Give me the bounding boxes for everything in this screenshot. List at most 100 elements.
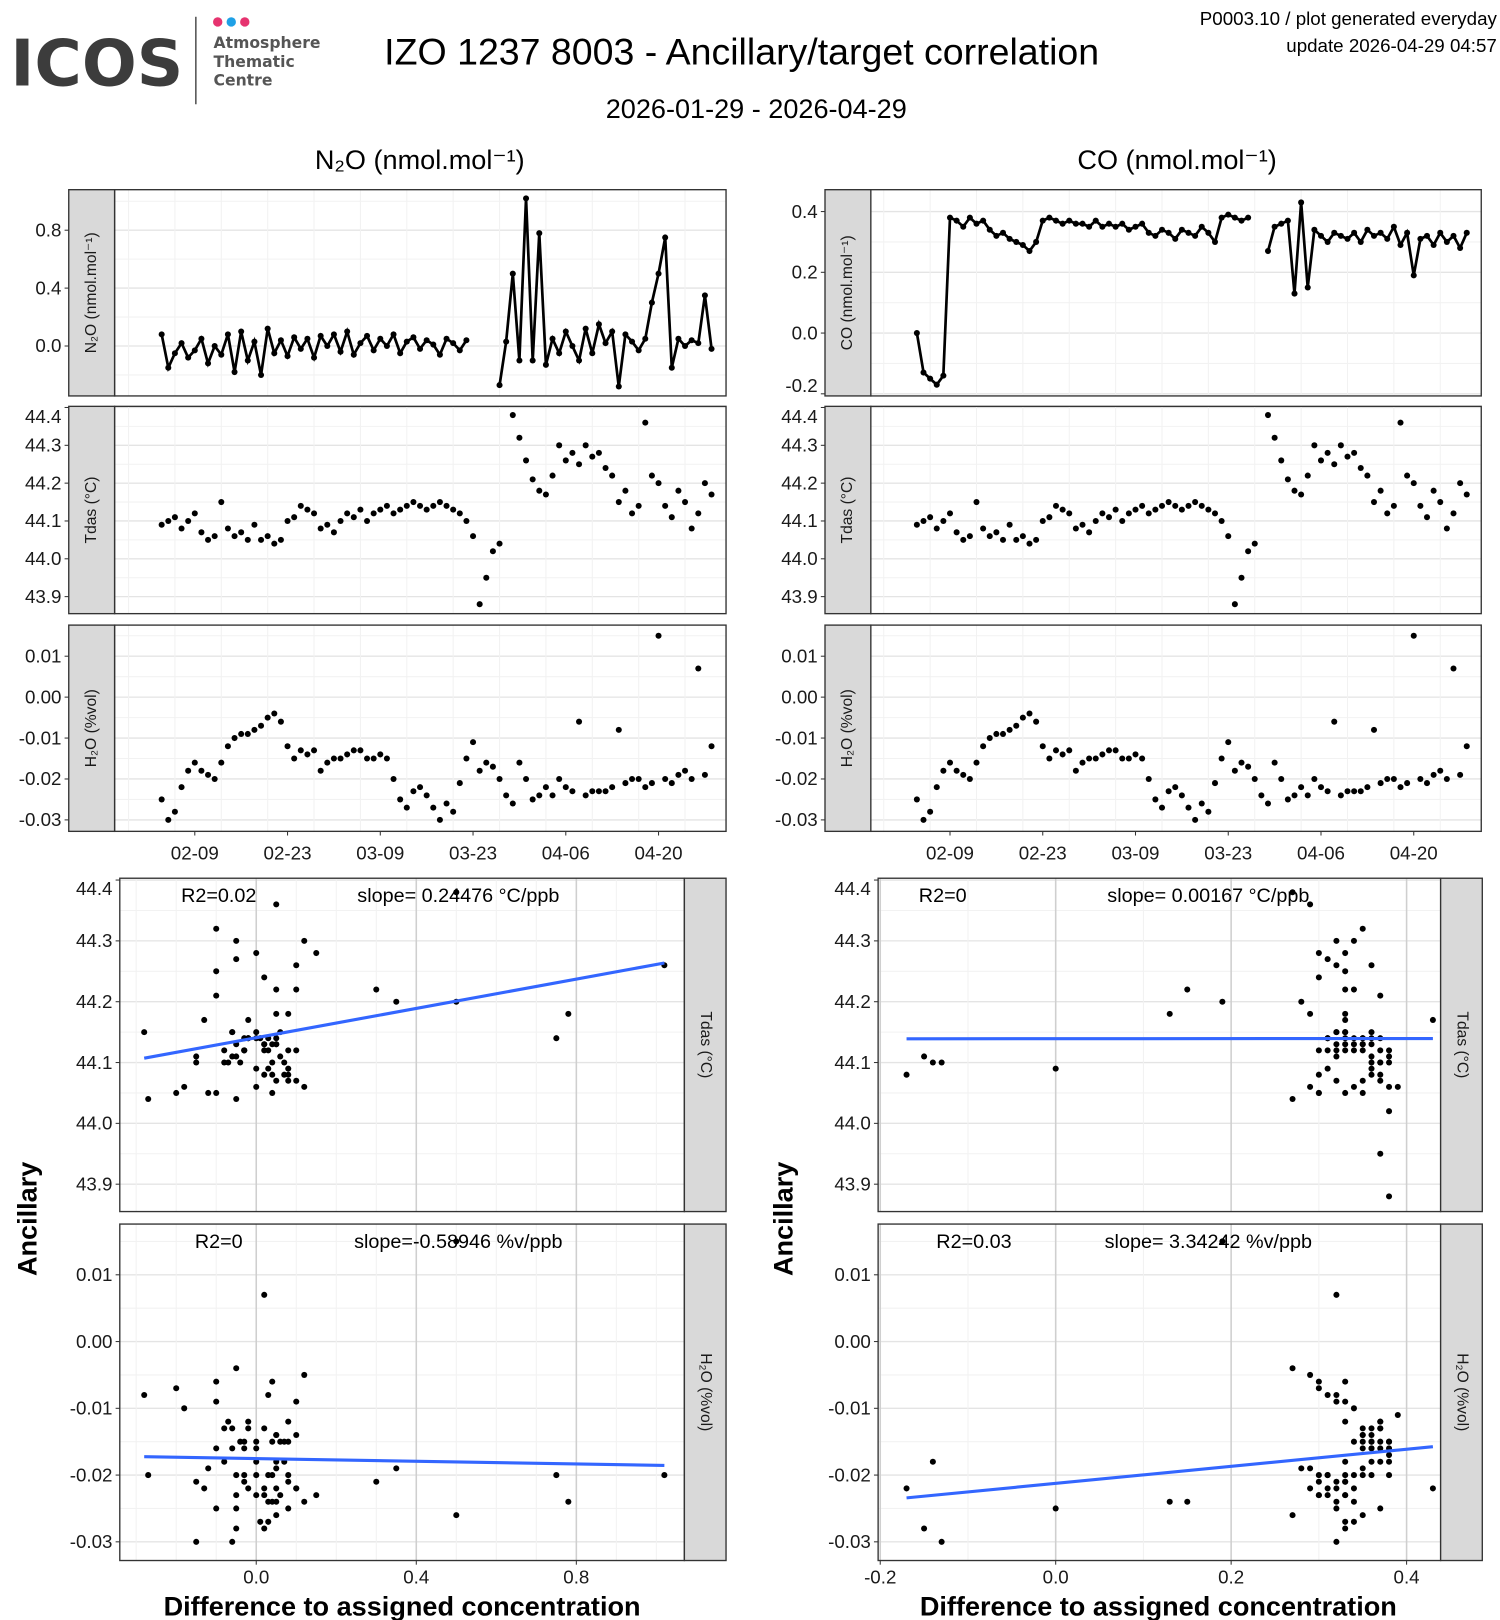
data-point bbox=[576, 461, 583, 468]
y-tick-label: 44.2 bbox=[781, 472, 817, 493]
data-point bbox=[1066, 747, 1073, 754]
data-point bbox=[1184, 1498, 1191, 1505]
data-point bbox=[1112, 223, 1119, 230]
data-point bbox=[291, 514, 298, 521]
regression-line bbox=[143, 961, 665, 1060]
data-point bbox=[383, 755, 390, 762]
data-point bbox=[253, 1492, 260, 1499]
data-point bbox=[456, 780, 463, 787]
data-point bbox=[1457, 771, 1464, 778]
data-point bbox=[1368, 1438, 1375, 1445]
data-point bbox=[269, 1071, 276, 1078]
data-point bbox=[241, 1472, 248, 1479]
data-point bbox=[1198, 502, 1205, 509]
y-tick-label: 44.1 bbox=[76, 1052, 113, 1073]
data-point bbox=[1019, 241, 1026, 248]
y-tick-label: 44.1 bbox=[25, 510, 62, 531]
x-tick-label: 0.4 bbox=[403, 1566, 429, 1587]
data-point bbox=[1192, 816, 1199, 823]
data-point bbox=[503, 338, 510, 345]
slope-annotation: slope= 3.34242 %v/ppb bbox=[1105, 1231, 1312, 1253]
data-point bbox=[273, 1431, 280, 1439]
data-point bbox=[370, 755, 377, 762]
data-point bbox=[933, 525, 940, 532]
data-point bbox=[178, 784, 185, 791]
data-point bbox=[1443, 525, 1450, 532]
data-point bbox=[271, 710, 278, 717]
data-point bbox=[1139, 220, 1146, 227]
data-point bbox=[273, 986, 280, 993]
data-point bbox=[261, 1071, 268, 1078]
data-point bbox=[938, 1538, 945, 1545]
panel-background bbox=[119, 1224, 685, 1561]
data-point bbox=[1377, 1077, 1384, 1084]
timeseries-target-n2o: 0.0 0.4 0.8 N₂O (nmol.mol⁻¹) bbox=[35, 189, 727, 397]
data-point bbox=[273, 1077, 280, 1084]
data-point bbox=[261, 1291, 268, 1298]
data-point bbox=[1463, 229, 1470, 236]
data-point bbox=[1333, 1047, 1340, 1054]
data-point bbox=[913, 521, 920, 528]
data-point bbox=[1368, 1059, 1375, 1066]
data-point bbox=[1158, 502, 1166, 509]
date-tick-label: 02-23 bbox=[264, 842, 312, 863]
data-point bbox=[1245, 548, 1252, 555]
strip bbox=[824, 624, 872, 833]
data-point bbox=[1298, 1465, 1305, 1472]
data-point bbox=[1218, 214, 1225, 221]
scatter-h2o-vs-n2o: 0.01 0.00 -0.01 -0.02 -0.03 0.0 0.4 0.8 R2=0 slop… bbox=[70, 1223, 727, 1587]
data-point bbox=[285, 1010, 292, 1017]
data-point bbox=[1152, 232, 1159, 239]
y-tick-label: 43.9 bbox=[781, 586, 817, 607]
data-point bbox=[238, 328, 245, 335]
data-point bbox=[1172, 502, 1179, 509]
data-point bbox=[1430, 771, 1437, 778]
data-point bbox=[966, 775, 973, 782]
data-point bbox=[1390, 775, 1397, 782]
data-point bbox=[1184, 986, 1191, 993]
data-point bbox=[285, 1418, 292, 1425]
data-point bbox=[1152, 796, 1159, 803]
data-point bbox=[929, 1059, 936, 1066]
data-point bbox=[1105, 747, 1113, 754]
data-point bbox=[622, 487, 629, 494]
data-point bbox=[1359, 925, 1366, 932]
data-point bbox=[960, 536, 967, 543]
data-point bbox=[1304, 792, 1311, 799]
data-point bbox=[1112, 506, 1119, 513]
data-point bbox=[1289, 1512, 1296, 1519]
data-point bbox=[1377, 1505, 1384, 1512]
data-point bbox=[377, 335, 384, 342]
data-point bbox=[921, 1525, 928, 1532]
data-point bbox=[1225, 211, 1232, 218]
panel-background bbox=[114, 625, 727, 832]
data-point bbox=[483, 574, 490, 581]
data-point bbox=[165, 816, 172, 823]
data-point bbox=[253, 1065, 260, 1072]
data-point bbox=[453, 889, 460, 896]
data-point bbox=[253, 1438, 260, 1445]
date-tick-label: 03-09 bbox=[356, 842, 404, 863]
timeseries-tdas: 44.4 44.3 44.2 44.1 44.0 43.9 Tdas (°C) bbox=[781, 405, 1482, 615]
data-point bbox=[237, 1059, 244, 1066]
data-point bbox=[476, 767, 483, 774]
data-point bbox=[668, 514, 675, 521]
data-point bbox=[261, 974, 268, 981]
data-point bbox=[986, 533, 993, 540]
data-point bbox=[1225, 533, 1232, 540]
data-point bbox=[1172, 235, 1179, 242]
strip-label: Tdas (°C) bbox=[697, 1011, 714, 1078]
data-point bbox=[1386, 1083, 1393, 1090]
data-point bbox=[695, 665, 702, 672]
data-point bbox=[410, 788, 417, 795]
data-point bbox=[393, 1465, 400, 1472]
data-point bbox=[1333, 1029, 1340, 1036]
data-point bbox=[397, 796, 404, 803]
data-point bbox=[973, 220, 980, 227]
data-point bbox=[273, 1485, 280, 1492]
data-point bbox=[297, 502, 304, 509]
data-point bbox=[390, 510, 397, 517]
data-point bbox=[1377, 1445, 1384, 1452]
